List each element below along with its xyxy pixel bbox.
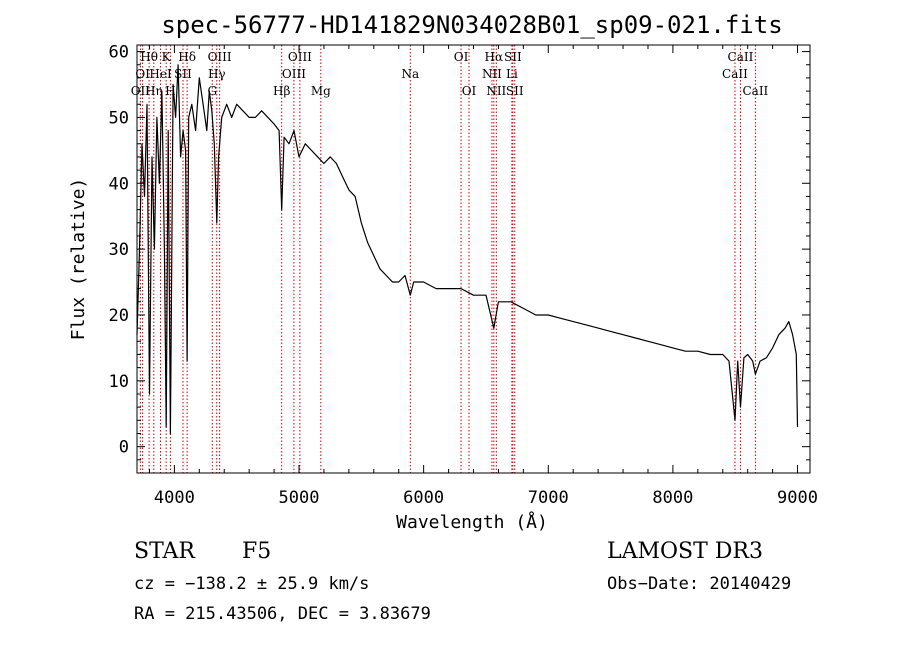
line-label: SII: [504, 50, 522, 64]
line-label: Li: [506, 67, 518, 81]
y-tick-label: 40: [109, 174, 129, 194]
y-tick-label: 0: [119, 438, 129, 458]
line-label: OI: [462, 84, 477, 98]
y-tick-label: 30: [109, 240, 129, 260]
y-tick-label: 50: [109, 108, 129, 128]
object-class: STAR: [134, 539, 195, 564]
line-label: NII: [482, 67, 502, 81]
line-label: Hη: [145, 84, 163, 98]
spectral-subclass: F5: [242, 539, 272, 564]
y-tick-label: 20: [109, 306, 129, 326]
x-tick-label: 6000: [403, 488, 444, 508]
y-axis-label: Flux (relative): [68, 178, 89, 341]
line-label: SII: [506, 84, 524, 98]
line-label: Hγ: [208, 67, 226, 81]
line-label: CaII: [728, 50, 754, 64]
x-tick-label: 8000: [652, 488, 693, 508]
line-label: Hβ: [273, 84, 290, 98]
line-label: OI: [454, 50, 469, 64]
line-label: CaII: [742, 84, 768, 98]
line-label: Hθ: [140, 50, 158, 64]
line-label: K: [162, 50, 172, 64]
line-label: NII: [486, 84, 506, 98]
line-label: OIII: [288, 50, 312, 64]
redshift-value: cz = −138.2 ± 25.9 km/s: [134, 574, 370, 594]
spectrum-line: [136, 64, 799, 435]
x-tick-label: 9000: [777, 488, 818, 508]
x-tick-label: 5000: [279, 488, 320, 508]
survey-name: LAMOST DR3: [607, 539, 763, 564]
y-tick-label: 10: [109, 372, 129, 392]
line-label: CaII: [722, 67, 748, 81]
line-label: Mg: [311, 84, 331, 98]
observation-date: Obs−Date: 20140429: [607, 574, 792, 594]
line-label: G: [207, 84, 217, 98]
chart-title: spec-56777-HD141829N034028B01_sp09-021.f…: [161, 11, 782, 39]
line-label: OIII: [208, 50, 232, 64]
x-tick-label: 7000: [528, 488, 569, 508]
x-axis-ticks: 4000 5000 6000 7000 8000 9000: [148, 45, 818, 508]
line-label: Hα: [485, 50, 504, 64]
line-label: Na: [401, 67, 419, 81]
line-label: OI: [135, 67, 150, 81]
x-tick-label: 4000: [154, 488, 195, 508]
line-label: OIII: [282, 67, 306, 81]
y-tick-label: 60: [109, 43, 129, 63]
line-label: H: [165, 84, 175, 98]
line-label: HeI: [149, 67, 172, 81]
plot-frame: [136, 44, 811, 474]
x-axis-label: Wavelength (Å): [396, 511, 548, 533]
y-axis-ticks: 0 10 20 30 40 50 60: [109, 43, 810, 461]
line-label: Hδ: [178, 50, 196, 64]
spectral-line-markers: [139, 45, 756, 473]
coordinates: RA = 215.43506, DEC = 3.83679: [134, 604, 431, 624]
